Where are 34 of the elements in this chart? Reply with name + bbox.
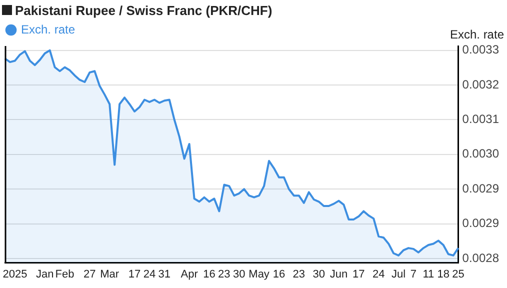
x-tick-label: 25 bbox=[452, 268, 464, 280]
y-tick-label: 0.0031 bbox=[462, 112, 500, 126]
x-tick-label: Apr bbox=[180, 268, 198, 280]
x-tick-label: 17 bbox=[128, 268, 141, 280]
y-tick-label: 0.0029 bbox=[462, 181, 500, 196]
x-tick-label: 24 bbox=[372, 268, 385, 280]
legend-label: Exch. rate bbox=[21, 22, 76, 36]
x-tick-label: 23 bbox=[292, 268, 306, 280]
x-tick-label: 7 bbox=[410, 268, 417, 280]
x-tick-label: 23 bbox=[218, 268, 230, 280]
x-tick-label: 18 bbox=[437, 268, 450, 280]
x-tick-label: 31 bbox=[158, 268, 171, 280]
y-tick-label: 0.0030 bbox=[462, 146, 500, 161]
x-tick-label: Jan bbox=[36, 268, 54, 280]
y-tick-label: 0.0032 bbox=[462, 77, 500, 92]
y-axis-title: Exch. rate bbox=[450, 27, 504, 42]
x-tick-label: 24 bbox=[143, 268, 156, 280]
x-tick-label: Feb bbox=[55, 268, 74, 280]
x-tick-label: 30 bbox=[232, 268, 246, 280]
x-tick-label: Jun bbox=[330, 268, 348, 280]
x-tick-label: 30 bbox=[312, 268, 325, 280]
x-tick-label: May bbox=[248, 268, 270, 280]
x-tick-label: Mar bbox=[100, 268, 120, 280]
x-tick-label: 27 bbox=[84, 268, 96, 280]
x-tick-label: 16 bbox=[203, 268, 216, 280]
x-tick-label: 17 bbox=[352, 268, 365, 280]
y-tick-label: 0.0028 bbox=[462, 250, 500, 265]
x-tick-label: 11 bbox=[422, 268, 434, 280]
y-tick-label: 0.0033 bbox=[462, 42, 500, 57]
x-tick-label: 16 bbox=[272, 268, 286, 280]
x-tick-label: Jul bbox=[391, 268, 406, 280]
x-tick-label: 2025 bbox=[2, 268, 28, 280]
y-tick-label: 0.0029 bbox=[462, 216, 500, 230]
chart-title: Pakistani Rupee / Swiss Franc (PKR/CHF) bbox=[15, 3, 272, 18]
